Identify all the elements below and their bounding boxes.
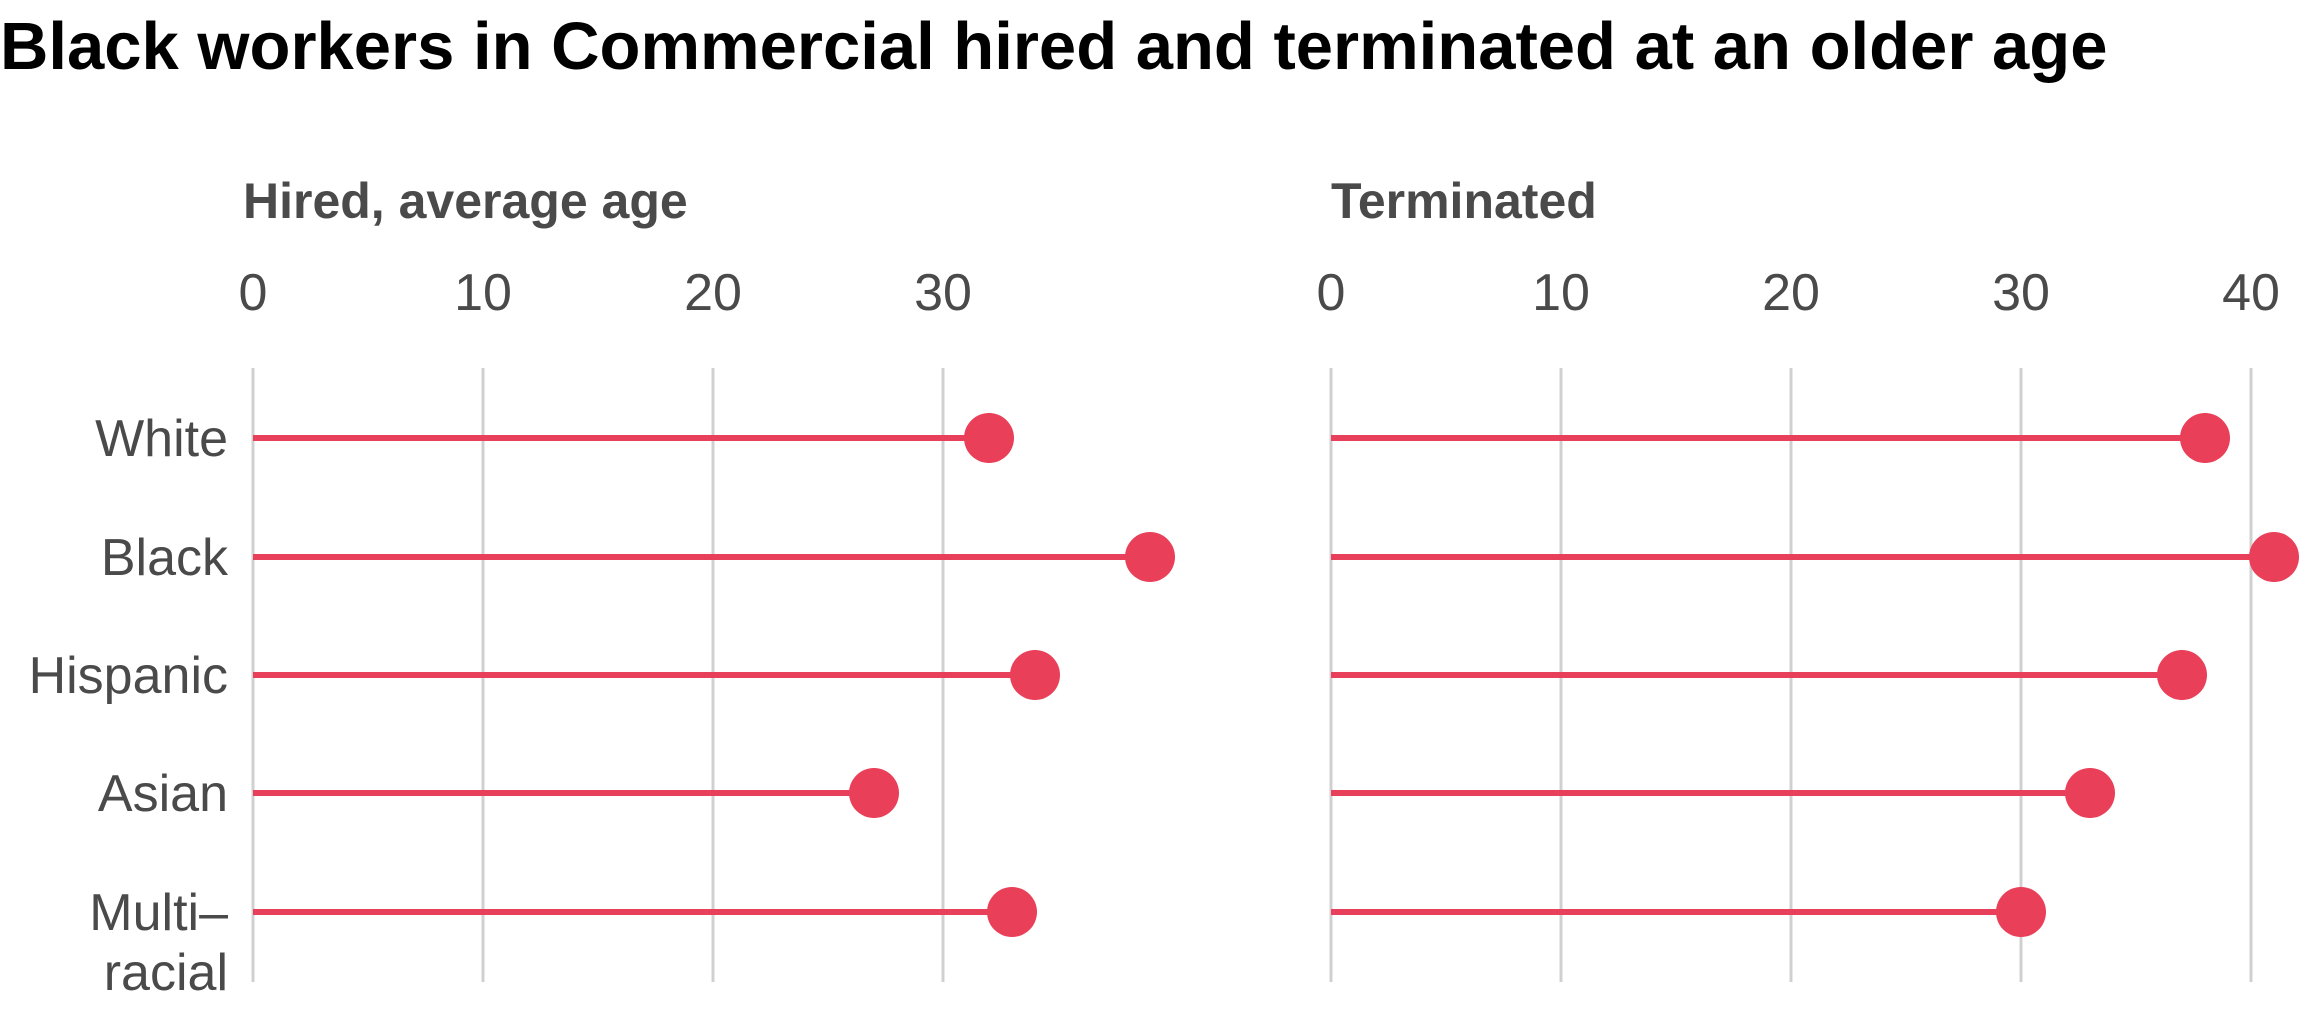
panel-hired: Hired, average age 0 10 20 30	[239, 173, 1175, 982]
tick-label-0: 0	[239, 264, 268, 322]
category-label-multi-racial: Multi– racial	[89, 884, 228, 1002]
point-multi-racial	[1996, 887, 2046, 937]
tick-label-40: 40	[2222, 264, 2280, 322]
category-label-hispanic: Hispanic	[29, 647, 228, 705]
chart-title: Black workers in Commercial hired and te…	[0, 9, 2108, 84]
tick-label-0: 0	[1317, 264, 1346, 322]
point-black	[1125, 532, 1175, 582]
panel-title: Hired, average age	[243, 173, 688, 229]
tick-label-20: 20	[684, 264, 742, 322]
category-label-asian: Asian	[98, 765, 228, 823]
point-hispanic	[2157, 650, 2207, 700]
point-hispanic	[1010, 650, 1060, 700]
tick-label-20: 20	[1762, 264, 1820, 322]
tick-label-10: 10	[1532, 264, 1590, 322]
point-black	[2249, 532, 2299, 582]
tick-label-10: 10	[454, 264, 512, 322]
point-multi-racial	[987, 887, 1037, 937]
point-white	[964, 413, 1014, 463]
point-white	[2180, 413, 2230, 463]
category-label-black: Black	[101, 529, 229, 587]
category-label-white: White	[95, 410, 228, 468]
tick-label-30: 30	[914, 264, 972, 322]
tick-label-30: 30	[1992, 264, 2050, 322]
panel-title: Terminated	[1331, 173, 1597, 229]
panel-terminated: Terminated 0 10 20 30 40	[1317, 173, 2299, 982]
point-asian	[2065, 768, 2115, 818]
point-asian	[849, 768, 899, 818]
